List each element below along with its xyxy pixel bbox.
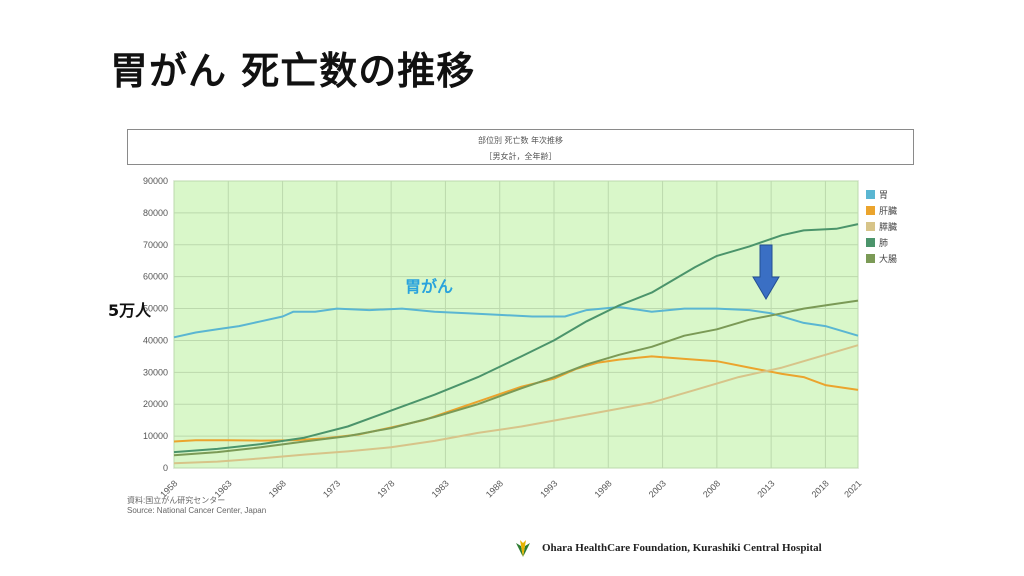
x-tick-label: 2013 bbox=[755, 478, 776, 499]
legend-label: 肺 bbox=[879, 238, 888, 249]
source-line-ja: 資料:国立がん研究センター bbox=[127, 496, 226, 505]
x-tick-label: 1993 bbox=[538, 478, 559, 499]
y-tick-label: 70000 bbox=[143, 240, 168, 250]
legend-label: 大腸 bbox=[879, 253, 897, 265]
x-tick-label: 1988 bbox=[484, 478, 505, 499]
y-tick-label: 50000 bbox=[143, 304, 168, 314]
x-tick-label: 2003 bbox=[647, 478, 668, 499]
footer: Ohara HealthCare Foundation, Kurashiki C… bbox=[512, 536, 822, 560]
x-tick-label: 2008 bbox=[701, 478, 722, 499]
chart-title: 部位別 死亡数 年次推移 bbox=[477, 136, 564, 145]
down-arrow-icon bbox=[752, 244, 780, 300]
legend-label: 膵臓 bbox=[879, 222, 897, 233]
legend-swatch bbox=[866, 206, 875, 215]
x-tick-label: 2018 bbox=[810, 478, 831, 499]
y-tick-label: 0 bbox=[163, 463, 168, 473]
series-annotation: 胃がん bbox=[405, 277, 453, 296]
plot-background bbox=[173, 180, 859, 469]
y-tick-label: 90000 bbox=[143, 176, 168, 186]
legend-swatch bbox=[866, 254, 875, 263]
gridlines bbox=[173, 180, 859, 469]
y-tick-label: 40000 bbox=[143, 335, 168, 345]
x-tick-label: 1998 bbox=[592, 478, 613, 499]
left-label: 5万人 bbox=[108, 301, 152, 320]
slide-title: 胃がん 死亡数の推移 bbox=[110, 49, 476, 93]
legend-swatch bbox=[866, 238, 875, 247]
x-tick-label: 1973 bbox=[321, 478, 342, 499]
y-tick-label: 10000 bbox=[143, 431, 168, 441]
y-tick-label: 20000 bbox=[143, 399, 168, 409]
source-note: 資料:国立がん研究センター Source: National Cancer Ce… bbox=[127, 496, 266, 516]
series-lines bbox=[173, 223, 859, 465]
chart-subtitle: ［男女計，全年齢］ bbox=[484, 152, 557, 161]
x-tick-label: 1968 bbox=[267, 478, 288, 499]
legend-swatch bbox=[866, 222, 875, 231]
series-line bbox=[173, 344, 859, 465]
y-tick-label: 60000 bbox=[143, 272, 168, 282]
x-tick-label: 2021 bbox=[842, 478, 863, 499]
y-tick-label: 30000 bbox=[143, 367, 168, 377]
chart-header: 部位別 死亡数 年次推移 ［男女計，全年齢］ bbox=[127, 129, 914, 165]
x-tick-label: 1983 bbox=[430, 478, 451, 499]
legend-label: 肝臓 bbox=[879, 206, 897, 217]
series-line bbox=[173, 306, 859, 339]
series-line bbox=[173, 299, 859, 457]
legend-label: 胃 bbox=[879, 190, 888, 201]
source-line-en: Source: National Cancer Center, Japan bbox=[127, 506, 267, 515]
x-tick-label: 1978 bbox=[375, 478, 396, 499]
legend-swatch bbox=[866, 190, 875, 199]
series-line bbox=[173, 223, 859, 454]
y-tick-label: 80000 bbox=[143, 208, 168, 218]
footer-text: Ohara HealthCare Foundation, Kurashiki C… bbox=[542, 542, 822, 554]
foundation-logo-icon bbox=[516, 540, 530, 557]
